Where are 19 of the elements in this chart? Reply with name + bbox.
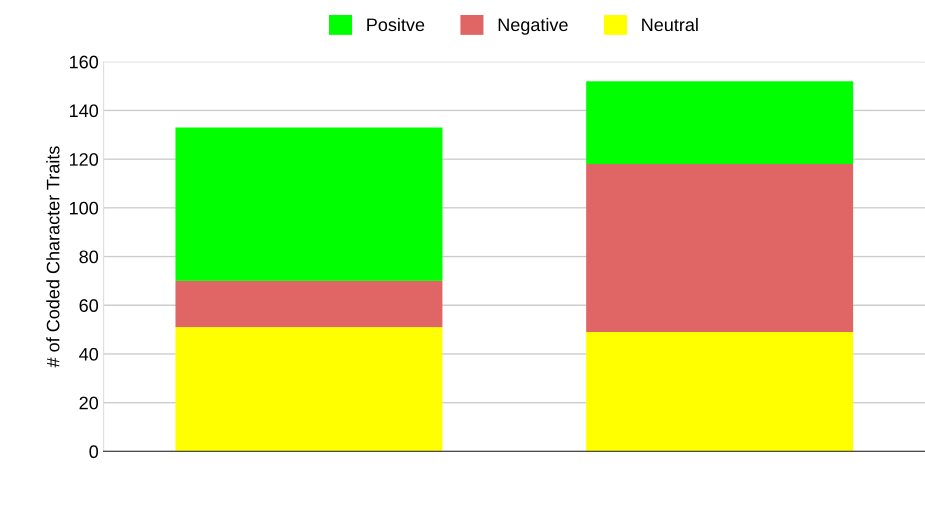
bar xyxy=(586,332,854,452)
bar xyxy=(175,127,442,281)
bar xyxy=(586,164,854,332)
y-tick-label: 60 xyxy=(80,299,98,312)
y-tick-label: 20 xyxy=(80,396,98,410)
y-tick-label: 160 xyxy=(70,56,98,68)
bar xyxy=(586,81,854,164)
y-axis-title: # of Coded Character Traits xyxy=(46,146,60,368)
legend-label: Neutral xyxy=(642,18,698,32)
y-tick-label: 120 xyxy=(70,153,98,166)
y-tick-label: 80 xyxy=(79,250,98,264)
y-tick-label: 40 xyxy=(79,348,98,361)
bar xyxy=(175,327,442,452)
y-tick-label: 100 xyxy=(70,202,98,215)
legend-label: Positve xyxy=(367,18,424,32)
bar xyxy=(175,280,442,328)
y-tick-label: 140 xyxy=(70,104,98,118)
y-tick-label: 0 xyxy=(89,445,98,458)
legend-label: Negative xyxy=(498,18,568,35)
